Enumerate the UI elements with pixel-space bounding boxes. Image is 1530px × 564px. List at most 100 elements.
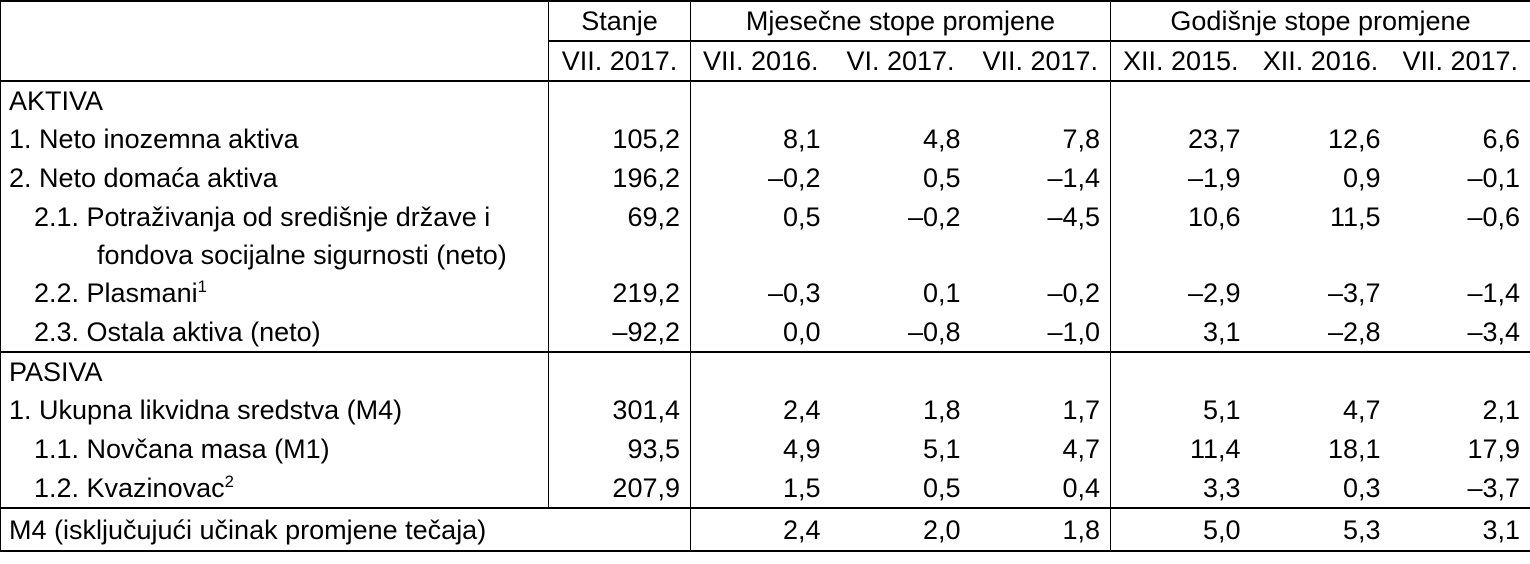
footnote-marker: 1	[197, 277, 207, 296]
yearly-value-cell: 18,1	[1327, 434, 1381, 464]
monthly-value-cell: 1,8	[922, 395, 961, 425]
monthly-value-cell: 0,0	[690, 313, 831, 352]
row-label-cell: PASIVA	[0, 351, 549, 391]
table-row: 1.1. Novčana masa (M1) 93,5 4,9 5,1 4,7 11,4 1…	[1, 430, 1530, 469]
monetary-statistics-table: Stanje Mjesečne stope promjene Godišnje …	[0, 0, 1530, 552]
stanje-value-cell: 196,2	[548, 159, 691, 198]
monthly-value-cell: –0,2	[1047, 278, 1100, 308]
yearly-value-cell: 4,7	[1342, 395, 1381, 425]
monthly-value-cell	[831, 81, 971, 120]
stanje-value-cell: 69,2	[548, 198, 691, 274]
yearly-value-cell: 23,7	[1110, 120, 1251, 159]
table-row: 1. Neto inozemna aktiva 105,2 8,1 4,8 7,8 23,…	[1, 120, 1530, 159]
monthly-value-cell: 2,0	[830, 507, 971, 551]
row-label: 1. Neto inozemna aktiva	[9, 124, 299, 154]
row-label-cell: 1.1. Novčana masa (M1)	[1, 430, 549, 469]
yearly-value-cell: –1,9	[1110, 159, 1251, 198]
yearly-value-cell	[1110, 81, 1251, 120]
footnote-marker: 2	[224, 472, 234, 491]
row-label: 1.1. Novčana masa (M1)	[34, 434, 330, 464]
row-label-cell: 2. Neto domaća aktiva	[1, 159, 549, 198]
monthly-value-cell: –1,4	[1047, 163, 1100, 193]
stanje-group-header: Stanje	[548, 1, 691, 42]
monthly-value-cell: 0,5	[922, 163, 961, 193]
yearly-value-cell: 11,4	[1110, 430, 1251, 469]
row-label-cell: M4 (isključujući učinak promjene tečaja)	[0, 507, 691, 551]
yearly-value-cell: 11,5	[1329, 202, 1381, 232]
row-label: 1.2. Kvazinovac2	[34, 472, 234, 503]
stanje-value-cell: 105,2	[548, 120, 691, 159]
yearly-value-cell: –3,7	[1327, 278, 1381, 308]
row-label-cell: 1. Ukupna likvidna sredstva (M4)	[1, 391, 549, 430]
monthly-period-header: VI. 2017.	[830, 41, 971, 82]
yearly-value-cell: 3,1	[1110, 313, 1251, 352]
yearly-value-cell: 3,3	[1110, 469, 1251, 508]
yearly-group-header: Godišnje stope promjene	[1109, 1, 1530, 42]
monthly-value-cell: –4,5	[1047, 202, 1100, 232]
monthly-value-cell: –0,8	[907, 317, 961, 347]
row-label-cell: 2.2. Plasmani1	[1, 274, 549, 313]
yearly-value-cell	[1391, 81, 1530, 120]
yearly-value-cell	[1251, 81, 1391, 120]
monthly-value-cell: 0,5	[690, 198, 831, 274]
row-label-cell: 1. Neto inozemna aktiva	[1, 120, 549, 159]
yearly-value-cell: 2,1	[1482, 395, 1521, 425]
table-row: 1.2. Kvazinovac2 207,9 1,5 0,5 0,4 3,3 0,3 –3,7	[1, 469, 1530, 508]
yearly-period-header: XII. 2016.	[1250, 41, 1391, 82]
yearly-value-cell: –3,7	[1467, 473, 1521, 503]
monthly-value-cell: 0,4	[1062, 473, 1100, 503]
monthly-value-cell	[690, 81, 831, 120]
monthly-value-cell	[971, 81, 1111, 120]
section-row: AKTIVA	[1, 81, 1530, 120]
row-label: 2.2. Plasmani1	[34, 277, 207, 308]
monthly-value-cell: –0,2	[690, 159, 831, 198]
yearly-value-cell: 5,0	[1110, 507, 1251, 551]
table-row: 2. Neto domaća aktiva 196,2 –0,2 0,5 –1,4 –1,…	[1, 159, 1530, 198]
yearly-value-cell: 5,3	[1250, 507, 1391, 551]
monthly-value-cell: 2,4	[690, 391, 831, 430]
monthly-value-cell: 0,1	[922, 278, 961, 308]
section-row: PASIVA	[0, 351, 1530, 391]
yearly-value-cell: 3,1	[1390, 507, 1530, 551]
monthly-value-cell: 4,9	[690, 430, 831, 469]
section-label: AKTIVA	[9, 86, 104, 116]
yearly-value-cell: 12,6	[1327, 124, 1381, 154]
yearly-value-cell: –1,4	[1467, 278, 1521, 308]
monthly-value-cell: 4,7	[1062, 434, 1100, 464]
yearly-value-cell: –0,6	[1467, 202, 1521, 232]
monthly-value-cell: 4,8	[922, 124, 961, 154]
table-row: 1. Ukupna likvidna sredstva (M4) 301,4 2,4…	[1, 391, 1530, 430]
yearly-value-cell: 0,3	[1342, 473, 1381, 503]
stanje-period-header: VII. 2017.	[548, 41, 691, 82]
stanje-value-cell: –92,2	[548, 313, 691, 352]
stanje-value-cell: 219,2	[548, 274, 691, 313]
monthly-value-cell: –0,3	[690, 274, 831, 313]
yearly-value-cell	[1110, 351, 1251, 391]
yearly-value-cell	[1250, 351, 1391, 391]
row-label: 2.3. Ostala aktiva (neto)	[34, 317, 321, 347]
yearly-value-cell: –2,8	[1327, 317, 1381, 347]
yearly-value-cell: –0,1	[1467, 163, 1521, 193]
yearly-value-cell: 6,6	[1482, 124, 1521, 154]
row-label-cell: 1.2. Kvazinovac2	[1, 469, 549, 508]
yearly-value-cell: 17,9	[1467, 434, 1521, 464]
stanje-value-cell	[548, 351, 691, 391]
monthly-value-cell	[690, 351, 831, 391]
monthly-value-cell: 2,4	[690, 507, 831, 551]
corner-cell	[0, 1, 549, 82]
monthly-group-header: Mjesečne stope promjene	[690, 1, 1111, 42]
yearly-value-cell: 5,1	[1110, 391, 1251, 430]
header-period-row: VII. 2017. VII. 2016. VI. 2017. VII. 201…	[1, 41, 1530, 82]
table-row: 2.3. Ostala aktiva (neto) –92,2 0,0 –0,8 –1,…	[1, 313, 1530, 352]
monthly-value-cell: 7,8	[1062, 124, 1100, 154]
monthly-value-cell: 1,7	[1062, 395, 1100, 425]
monthly-value-cell: 1,5	[690, 469, 831, 508]
stanje-value-cell: 301,4	[548, 391, 691, 430]
monthly-value-cell: 1,8	[970, 507, 1111, 551]
table-row: 2.2. Plasmani1 219,2 –0,3 0,1 –0,2 –2,9 –3,7 –1…	[1, 274, 1530, 313]
row-label: 2. Neto domaća aktiva	[9, 163, 278, 193]
monthly-value-cell: 8,1	[690, 120, 831, 159]
